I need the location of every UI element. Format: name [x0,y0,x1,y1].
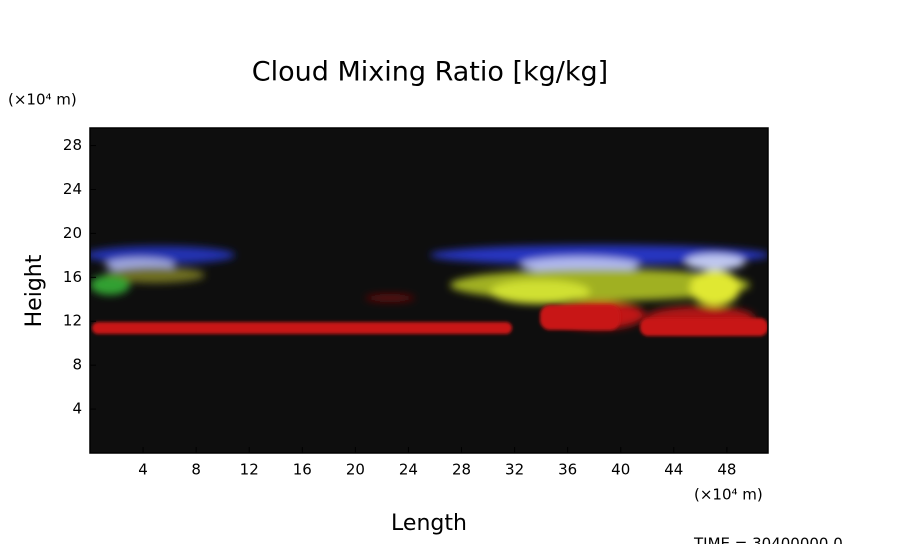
x-tick-label: 28 [452,461,471,479]
y-tick-label: 4 [72,400,82,418]
y-tick-label: 12 [63,312,82,330]
x-tick-label: 4 [138,461,148,479]
x-axis-label: Length [391,511,467,536]
y-tick-label: 24 [63,180,82,198]
x-tick-label: 16 [293,461,312,479]
y-tick-label: 20 [63,224,82,242]
x-tick-label: 20 [346,461,365,479]
x-tick-label: 32 [505,461,524,479]
x-tick-label: 8 [191,461,201,479]
time-label: TIME = 30400000.0 [693,535,843,544]
y-tick-label: 8 [72,356,82,374]
x-tick-label: 36 [558,461,577,479]
cloud-render [90,245,768,336]
y-axis-label: Height [22,254,47,327]
x-tick-label: 24 [399,461,418,479]
x-unit: (×10⁴ m) [694,486,763,504]
x-tick-label: 44 [664,461,683,479]
y-tick-label: 16 [63,268,82,286]
x-tick-label: 12 [240,461,259,479]
x-tick-label: 40 [611,461,630,479]
plot-frame [89,127,769,454]
x-tick-label: 48 [717,461,736,479]
chart-title: Cloud Mixing Ratio [kg/kg] [252,57,608,88]
y-tick-label: 28 [63,136,82,154]
y-unit: (×10⁴ m) [8,91,77,109]
